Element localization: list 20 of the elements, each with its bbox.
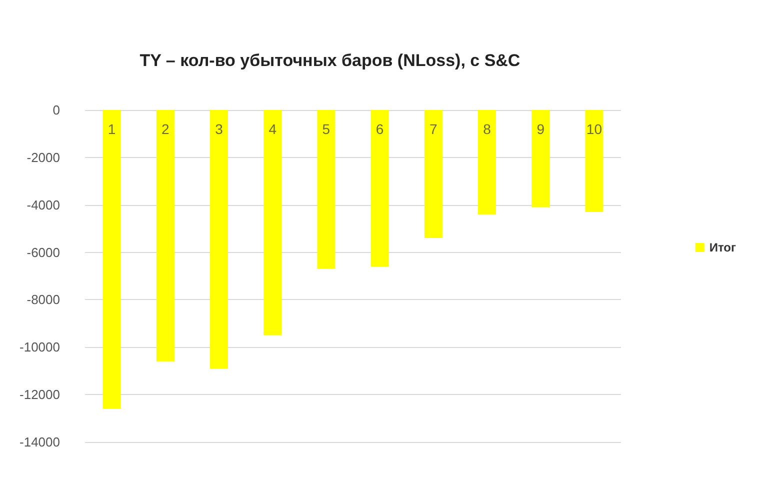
legend-label: Итог bbox=[709, 240, 736, 254]
y-tick-label: -12000 bbox=[20, 387, 60, 402]
x-tick-label: 7 bbox=[430, 121, 438, 137]
y-tick-label: -2000 bbox=[26, 150, 60, 165]
chart-title: TY – кол-во убыточных баров (NLoss), с S&C bbox=[140, 51, 520, 70]
x-tick-label: 1 bbox=[108, 121, 116, 137]
x-tick-label: 3 bbox=[215, 121, 224, 137]
y-tick-label: 0 bbox=[52, 102, 60, 118]
x-tick-label: 10 bbox=[586, 121, 602, 137]
x-tick-label: 5 bbox=[322, 121, 330, 137]
x-tick-label: 8 bbox=[483, 121, 492, 137]
y-tick-label: -4000 bbox=[26, 197, 60, 212]
y-tick-label: -8000 bbox=[26, 292, 60, 308]
y-tick-label: -6000 bbox=[26, 244, 60, 260]
x-tick-label: 2 bbox=[162, 121, 170, 137]
y-tick-label: -10000 bbox=[20, 340, 60, 355]
x-tick-label: 9 bbox=[536, 121, 545, 137]
x-tick-label: 6 bbox=[376, 121, 384, 137]
x-tick-label: 4 bbox=[268, 121, 277, 137]
y-tick-label: -14000 bbox=[20, 434, 60, 450]
